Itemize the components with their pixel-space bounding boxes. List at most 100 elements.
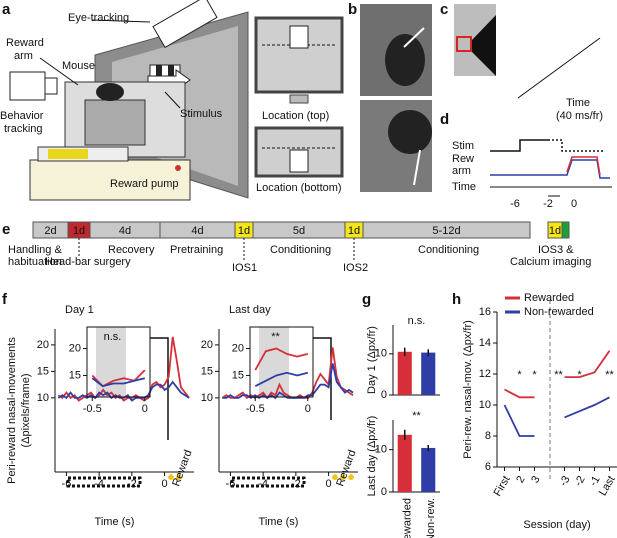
y-axis-label: (Δpixels/frame): [20, 374, 32, 448]
y-tick-label: 10: [37, 392, 49, 404]
y-tick-label: 8: [485, 430, 491, 442]
segment-label: 1d: [348, 225, 360, 237]
x-axis-label: Time (s): [259, 516, 299, 528]
legend-label: Non-rewarded: [524, 306, 594, 318]
segment-label: 5-12d: [432, 225, 460, 237]
series-line: [254, 371, 309, 388]
label: arm: [452, 165, 471, 177]
timeline-label: habituation: [8, 256, 62, 268]
panel-label: d: [440, 111, 449, 128]
inset-frame: [249, 326, 314, 398]
x-tick-label: -6: [62, 478, 72, 490]
annotation: Reward: [334, 448, 358, 488]
bar: [397, 351, 412, 395]
y-tick-label: 10: [375, 348, 387, 360]
label: Eye-tracking: [68, 12, 129, 24]
video-frames: [360, 4, 601, 192]
timeline-label: Recovery: [108, 244, 155, 256]
label: arm: [14, 50, 33, 62]
bar: [397, 434, 412, 492]
segment-label: 2d: [44, 225, 56, 237]
y-axis-label: Peri-reward nasal-movements: [6, 337, 18, 484]
timeline-label: IOS1: [232, 262, 257, 274]
x-tick-label: First: [492, 474, 513, 499]
bar: [421, 352, 436, 395]
x-tick-label: -2: [291, 478, 301, 490]
chart-title: Day 1: [65, 304, 94, 316]
label: Stimulus: [180, 108, 223, 120]
y-tick-label: 10: [375, 444, 387, 456]
segment-label: 1d: [549, 225, 561, 237]
y-tick-label: 15: [201, 365, 213, 377]
panel-label: h: [452, 291, 461, 308]
rig-drawing: [9, 0, 344, 201]
y-tick-label: 0: [381, 389, 387, 401]
timeline-label: Pretraining: [170, 244, 223, 256]
x-tick-label: 0: [162, 478, 168, 490]
x-tick-label: Last: [597, 474, 617, 498]
x-tick-label: -0.5: [246, 403, 265, 415]
significance: **: [605, 369, 614, 381]
y-tick-label: 6: [485, 461, 491, 473]
y-axis-label: Last day (Δpx/fr): [366, 416, 378, 497]
y-tick-label: 20: [37, 339, 49, 351]
panel-label: g: [362, 291, 371, 308]
significance: *: [517, 369, 522, 381]
x-tick-label: Non-rew.: [425, 498, 437, 538]
tick-label: 0: [571, 198, 577, 210]
label: Rew: [452, 153, 474, 165]
x-tick-label: -4: [94, 478, 104, 490]
y-axis-label: Day 1 (Δpx/fr): [366, 326, 378, 394]
series-line: [222, 363, 354, 400]
label: Mouse: [62, 60, 95, 72]
x-axis-label: Time (s): [95, 516, 135, 528]
x-tick-label: -0.5: [83, 403, 102, 415]
annotation: n.s.: [104, 331, 122, 343]
segment-label: 5d: [293, 225, 305, 237]
panel-label: c: [440, 1, 448, 18]
x-tick-label: -3: [557, 474, 572, 488]
y-tick-label: 20: [69, 342, 81, 354]
y-tick-label: 15: [69, 369, 81, 381]
series-line: [254, 347, 309, 371]
cue-decoration: [66, 300, 551, 488]
segment-label: 1d: [238, 225, 250, 237]
label: (40 ms/fr): [556, 110, 603, 122]
timeline-label: IOS3 &: [538, 244, 574, 256]
y-tick-label: 20: [232, 342, 244, 354]
segment-label: 1d: [73, 225, 85, 237]
legend-label: Rewarded: [524, 292, 574, 304]
label: Time: [452, 181, 476, 193]
x-tick-label: -2: [127, 478, 137, 490]
x-tick-label: -4: [258, 478, 268, 490]
label: Behavior: [0, 110, 44, 122]
label: Reward pump: [110, 178, 178, 190]
series-line: [504, 350, 611, 399]
series-line: [57, 380, 190, 402]
timeline-label: Head-bar surgery: [45, 256, 131, 268]
y-tick-label: 12: [479, 368, 491, 380]
series-line: [503, 396, 610, 437]
y-tick-label: 16: [479, 306, 491, 318]
x-tick-label: 0: [142, 403, 148, 415]
timeline-label: Handling &: [8, 244, 62, 256]
label: Time: [566, 97, 590, 109]
timeline-end: [561, 221, 570, 239]
significance: *: [532, 369, 537, 381]
label: tracking: [4, 123, 43, 135]
x-tick-label: -6: [226, 478, 236, 490]
y-tick-label: 20: [201, 339, 213, 351]
x-axis-label: Session (day): [523, 519, 590, 531]
x-tick-label: 0: [326, 478, 332, 490]
significance: **: [554, 369, 563, 381]
inset-frame: [86, 326, 151, 398]
annotation: Reward: [170, 448, 194, 488]
label: Location (bottom): [256, 182, 342, 194]
series-line: [57, 336, 190, 402]
timeline-label: Conditioning: [418, 244, 479, 256]
annotation: **: [271, 331, 280, 343]
label: Location (top): [262, 110, 329, 122]
x-tick-label: 2: [514, 474, 527, 485]
segment-label: 4d: [191, 225, 203, 237]
